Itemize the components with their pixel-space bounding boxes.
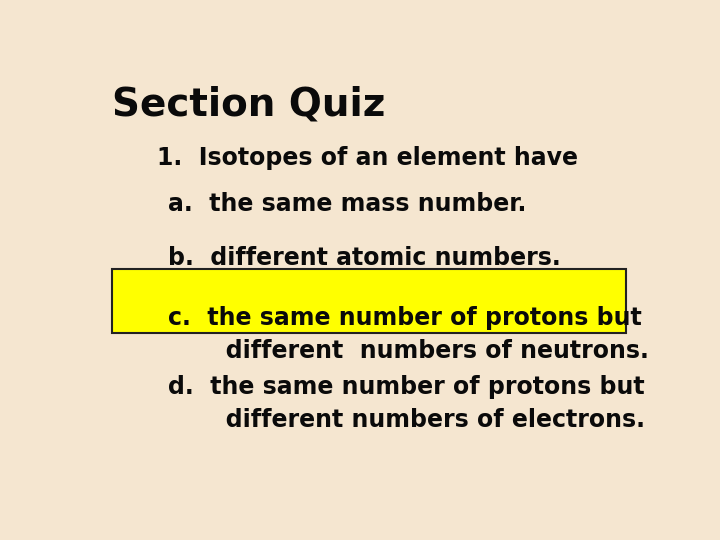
Text: b.  different atomic numbers.: b. different atomic numbers.: [168, 246, 561, 269]
Text: d.  the same number of protons but
       different numbers of electrons.: d. the same number of protons but differ…: [168, 375, 645, 432]
Text: a.  the same mass number.: a. the same mass number.: [168, 192, 526, 215]
FancyBboxPatch shape: [112, 268, 626, 333]
Text: c.  the same number of protons but
       different  numbers of neutrons.: c. the same number of protons but differ…: [168, 306, 649, 363]
Text: Section Quiz: Section Quiz: [112, 85, 386, 124]
Text: 1.  Isotopes of an element have: 1. Isotopes of an element have: [157, 146, 578, 170]
